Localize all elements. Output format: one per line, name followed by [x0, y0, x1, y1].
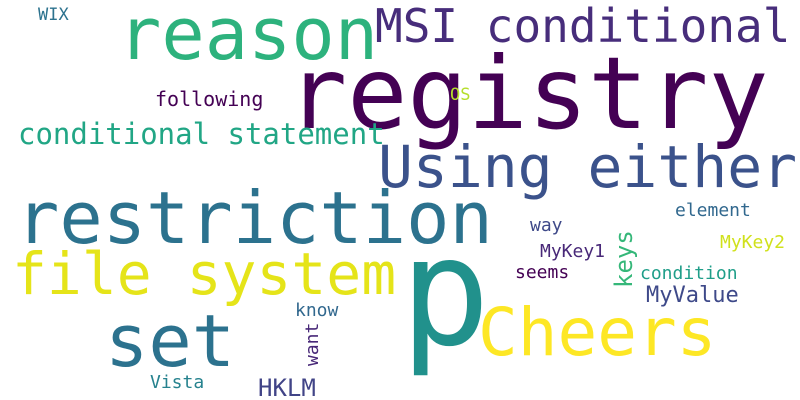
word-using-either: Using either: [378, 133, 798, 201]
word-keys: keys: [610, 230, 638, 288]
word-element: element: [675, 200, 751, 221]
word-hklm: HKLM: [258, 374, 316, 400]
word-reason: reason: [118, 0, 379, 76]
word-p: p: [400, 206, 491, 380]
word-restriction: restriction: [16, 176, 493, 260]
word-msi-conditional: MSI conditional: [375, 0, 791, 53]
word-set: set: [105, 299, 236, 383]
word-vista: Vista: [150, 372, 205, 393]
word-myvalue: MyValue: [646, 283, 739, 308]
word-registry: registry: [287, 35, 769, 152]
word-seems: seems: [515, 262, 570, 283]
word-file-system: file system: [12, 240, 397, 308]
word-mykey1: MyKey1: [540, 241, 606, 262]
word-mykey2: MyKey2: [720, 232, 786, 253]
word-know: know: [295, 300, 339, 321]
word-os: OS: [450, 85, 471, 105]
word-conditional-statement: conditional statement: [18, 117, 385, 151]
word-condition: condition: [640, 263, 738, 284]
word-way: way: [530, 215, 563, 236]
word-wix: WIX: [38, 5, 69, 25]
word-want: want: [302, 322, 323, 366]
word-cheers: Cheers: [478, 294, 717, 371]
word-following: following: [155, 87, 264, 111]
